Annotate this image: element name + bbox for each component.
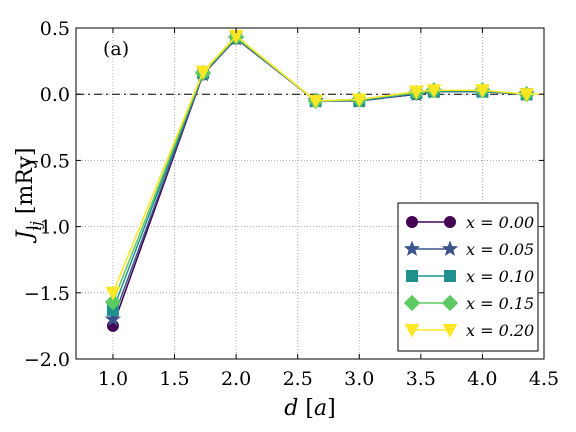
- x-tick-label: 4.5: [529, 368, 559, 390]
- legend-label: x = 0.15: [466, 294, 534, 313]
- data-point: [104, 293, 122, 311]
- legend-marker: [441, 240, 459, 256]
- data-point: [351, 93, 367, 108]
- data-point: [519, 88, 535, 102]
- legend-marker: [442, 324, 458, 338]
- x-tick-label: 2.0: [221, 368, 251, 390]
- x-tick-label: 1.5: [159, 368, 189, 390]
- x-tick-label: 4.0: [467, 368, 497, 390]
- legend-marker: [444, 270, 456, 282]
- legend-item: x = 0.05: [403, 240, 534, 259]
- y-tick-label: −1.5: [24, 283, 70, 305]
- y-tick-label: 0.5: [40, 18, 70, 40]
- data-point: [308, 94, 324, 109]
- y-tick-label: −2.0: [24, 349, 70, 371]
- series-4: [105, 29, 544, 301]
- legend-marker: [406, 216, 418, 228]
- legend-marker: [403, 240, 421, 256]
- y-tick-label: −0.5: [24, 150, 70, 172]
- data-point: [104, 310, 122, 327]
- x-tick-label: 2.5: [283, 368, 313, 390]
- legend-label: x = 0.20: [466, 321, 534, 340]
- x-axis-label: d [a]: [284, 396, 335, 421]
- axis-ticks: 1.0 1.5 2.0 2.5 3.0 3.5 4.0 4.5 0.5 0.0 −0.5 −1.0 −1…: [24, 18, 559, 390]
- legend: x = 0.00 x = 0.05 x = 0.10 x = 0.15 x = 0.20: [397, 202, 539, 352]
- data-point: [105, 286, 121, 301]
- legend-item: x = 0.00: [406, 213, 534, 232]
- legend-marker: [403, 294, 421, 312]
- legend-marker: [444, 216, 456, 228]
- legend-label: x = 0.00: [466, 213, 534, 232]
- panel-label: (a): [103, 38, 129, 60]
- data-point: [195, 65, 211, 80]
- data-point: [474, 84, 490, 98]
- legend-marker: [406, 270, 418, 282]
- data-point: [426, 84, 442, 98]
- legend-label: x = 0.10: [466, 267, 534, 286]
- legend-item: x = 0.10: [406, 267, 534, 286]
- y-axis-label: Jij [mRy]: [13, 148, 45, 244]
- legend-marker: [404, 324, 420, 338]
- series-layer: [104, 29, 544, 332]
- plot-frame: [75, 27, 545, 360]
- legend-label: x = 0.05: [466, 240, 534, 259]
- legend-item: x = 0.20: [404, 321, 534, 340]
- x-tick-label: 3.5: [406, 368, 436, 390]
- x-tick-label: 1.0: [98, 368, 128, 390]
- legend-item: x = 0.15: [403, 294, 534, 313]
- data-point: [408, 85, 424, 100]
- y-tick-label: −1.0: [24, 217, 70, 239]
- legend-box: [397, 202, 539, 352]
- legend-marker: [441, 294, 459, 312]
- x-tick-label: 3.0: [344, 368, 374, 390]
- series-line: [112, 34, 544, 294]
- y-tick-label: 0.0: [40, 84, 70, 106]
